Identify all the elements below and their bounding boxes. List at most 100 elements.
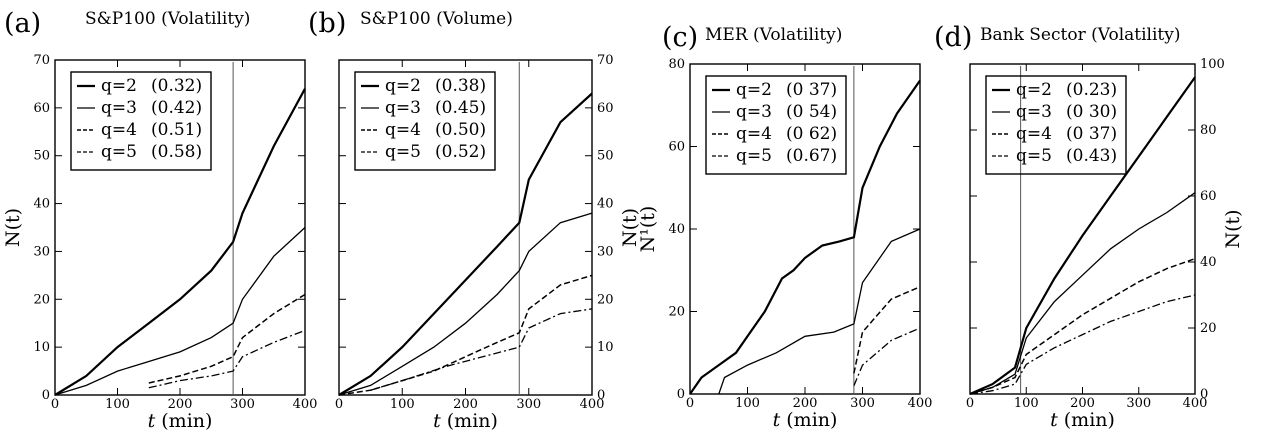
series-line-q4 <box>969 257 1196 395</box>
y-tick-label: 40 <box>668 222 685 237</box>
series-line-q4 <box>338 274 593 396</box>
y-tick-label: 0 <box>597 388 605 403</box>
x-tick-label: 0 <box>966 396 974 411</box>
legend-label: q=2 <box>101 76 137 96</box>
panel-a: (a) S&P100 (Volatility) 0 100 200 300 400 0 10 20… <box>2 8 317 431</box>
legend-label: q=3 <box>1016 102 1052 122</box>
series-line-q2 <box>969 76 1196 396</box>
x-axis-label: t (min) <box>433 410 498 431</box>
x-tick-label: 400 <box>908 396 933 411</box>
x-tick-label: 400 <box>580 397 605 412</box>
x-tick-label: 200 <box>168 397 193 412</box>
series-line-q3 <box>54 227 306 396</box>
legend-exponent: (0.52) <box>435 142 486 162</box>
series-line-q3 <box>969 192 1196 395</box>
legend-exponent: (0.50) <box>435 120 486 140</box>
y-tick-label: 40 <box>1200 255 1217 270</box>
legend-exponent: (0.38) <box>435 76 486 96</box>
x-axis-label-var: t <box>1050 409 1058 431</box>
legend-label: q=3 <box>736 102 772 122</box>
x-tick-label: 300 <box>516 397 541 412</box>
series-line-q3 <box>338 212 593 396</box>
panel-b: (b) S&P100 (Volume)0 100 200 300 400010203040… <box>308 8 641 431</box>
legend-exponent: (0 37) <box>786 80 837 100</box>
y-axis-label: N(t) <box>2 208 24 247</box>
series-line-q5 <box>370 308 593 391</box>
legend-label: q=2 <box>1016 80 1052 100</box>
x-tick-label: 200 <box>453 397 478 412</box>
y-tick-label: 10 <box>33 340 50 355</box>
series-line-q4 <box>853 286 921 374</box>
x-axis-label-unit: (min) <box>1058 409 1115 431</box>
legend-box <box>70 71 212 171</box>
y-tick-label: 20 <box>1200 321 1217 336</box>
y-tick-label: 20 <box>668 305 685 320</box>
y-tick-label: 0 <box>42 388 50 403</box>
legend-box <box>705 75 847 175</box>
legend-exponent: (0.67) <box>786 146 837 166</box>
legend-label: q=4 <box>736 124 772 144</box>
legend-box <box>354 71 496 171</box>
y-tick-label: 10 <box>597 340 614 355</box>
legend-label: q=5 <box>1016 146 1052 166</box>
x-tick-label: 0 <box>51 397 59 412</box>
legend-label: q=5 <box>385 142 421 162</box>
series-line-q4 <box>148 293 306 384</box>
x-tick-label: 100 <box>390 397 415 412</box>
x-tick-label: 100 <box>1014 396 1039 411</box>
x-axis-label-var: t <box>433 410 441 431</box>
y-tick-label: 70 <box>33 53 50 68</box>
x-axis-label-unit: (min) <box>780 409 837 431</box>
series-line-q2 <box>54 88 306 396</box>
series-line-q5 <box>853 327 921 387</box>
x-axis-label-var: t <box>773 409 781 431</box>
y-axis-label: N¹(t) <box>637 206 659 253</box>
panel-letter: (d) <box>934 22 972 53</box>
legend-exponent: (0.58) <box>151 142 202 162</box>
y-tick-label: 70 <box>597 53 614 68</box>
x-tick-label: 400 <box>293 397 318 412</box>
x-tick-label: 200 <box>1070 396 1095 411</box>
x-tick-label: 0 <box>686 396 694 411</box>
legend-label: q=3 <box>385 98 421 118</box>
x-axis-label-unit: (min) <box>155 410 212 431</box>
panel-d: (d) Bank Sector (Volatility)0 100 200 300 400… <box>934 22 1244 431</box>
series-line-q2 <box>689 79 921 395</box>
y-tick-label: 0 <box>677 387 685 402</box>
legend-exponent: (0.45) <box>435 98 486 118</box>
x-tick-label: 300 <box>850 396 875 411</box>
legend-exponent: (0 30) <box>1066 102 1117 122</box>
series-line-q5 <box>969 294 1196 395</box>
y-tick-label: 100 <box>1200 57 1225 72</box>
panel-letter: (b) <box>308 8 346 39</box>
y-tick-label: 60 <box>668 140 685 155</box>
legend-label: q=4 <box>101 120 137 140</box>
series-line-q3 <box>718 228 921 395</box>
legend-exponent: (0.23) <box>1066 80 1117 100</box>
panel-c: (c) MER (Volatility) 0 100 200 300 400 0 20 40 60 8… <box>637 22 932 431</box>
x-tick-label: 200 <box>793 396 818 411</box>
x-tick-label: 300 <box>1126 396 1151 411</box>
y-tick-label: 50 <box>597 149 614 164</box>
legend-label: q=3 <box>101 98 137 118</box>
legend-exponent: (0 62) <box>786 124 837 144</box>
y-tick-label: 80 <box>668 57 685 72</box>
legend-label: q=5 <box>736 146 772 166</box>
x-tick-label: 0 <box>335 397 343 412</box>
legend-exponent: (0.51) <box>151 120 202 140</box>
y-tick-label: 20 <box>33 292 50 307</box>
x-axis-label-unit: (min) <box>441 410 498 431</box>
legend-exponent: (0.42) <box>151 98 202 118</box>
legend-box <box>985 75 1127 175</box>
x-tick-label: 100 <box>735 396 760 411</box>
series-line-q5 <box>148 329 306 389</box>
panel-letter: (a) <box>4 8 41 39</box>
y-tick-label: 0 <box>1200 387 1208 402</box>
x-tick-label: 400 <box>1183 396 1208 411</box>
panel-letter: (c) <box>662 22 698 53</box>
x-tick-label: 100 <box>105 397 130 412</box>
y-tick-label: 30 <box>33 244 50 259</box>
x-tick-label: 300 <box>230 397 255 412</box>
legend-exponent: (0 37) <box>1066 124 1117 144</box>
